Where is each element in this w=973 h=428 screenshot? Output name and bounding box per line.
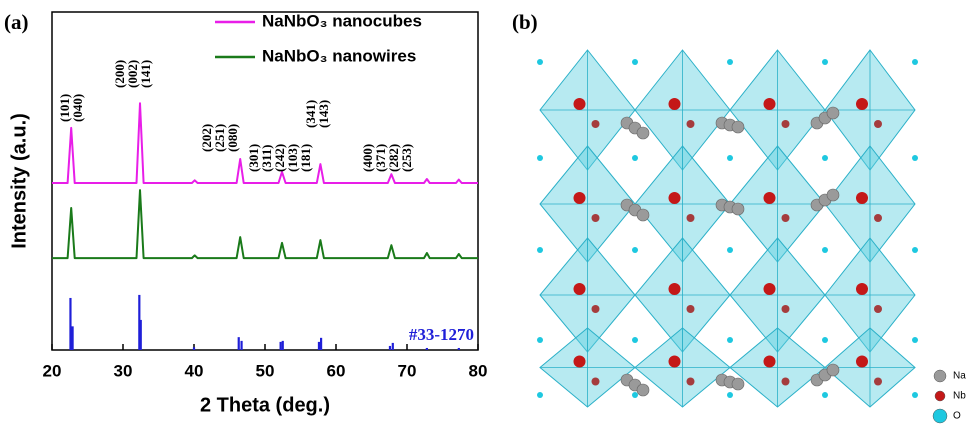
o-atom xyxy=(537,337,543,343)
o-atom xyxy=(537,155,543,161)
nb-atom xyxy=(669,283,681,295)
na-atom xyxy=(732,121,744,133)
na-atom xyxy=(732,203,744,215)
x-axis-title: 2 Theta (deg.) xyxy=(200,394,330,416)
o-atom xyxy=(537,247,543,253)
o-atom xyxy=(727,247,733,253)
peak-label: (141) xyxy=(138,60,153,88)
nb-atom xyxy=(874,378,882,386)
nb-atom xyxy=(574,192,586,204)
legend-atom xyxy=(935,391,945,401)
o-atom xyxy=(632,392,638,398)
legend-label: NaNbO₃ nanocubes xyxy=(262,11,422,30)
x-tick-label: 70 xyxy=(398,361,417,380)
nb-atom xyxy=(764,356,776,368)
o-atom xyxy=(912,247,918,253)
na-atom xyxy=(732,378,744,390)
x-tick-label: 80 xyxy=(469,361,488,380)
legend-label: Na xyxy=(953,371,966,382)
o-atom xyxy=(727,59,733,65)
nb-atom xyxy=(856,192,868,204)
o-atom xyxy=(537,59,543,65)
nb-atom xyxy=(874,214,882,222)
o-atom xyxy=(632,59,638,65)
peak-label: (040) xyxy=(70,94,85,122)
o-atom xyxy=(912,392,918,398)
reference-label: #33-1270 xyxy=(409,325,474,344)
nb-atom xyxy=(782,378,790,386)
na-atom xyxy=(637,209,649,221)
legend-label: O xyxy=(953,411,961,422)
nb-atom xyxy=(592,378,600,386)
panel-label: (a) xyxy=(4,10,29,34)
nb-atom xyxy=(592,305,600,313)
o-atom xyxy=(632,155,638,161)
nb-atom xyxy=(592,120,600,128)
o-atom xyxy=(822,155,828,161)
na-atom xyxy=(637,127,649,139)
nb-atom xyxy=(856,283,868,295)
nb-atom xyxy=(687,214,695,222)
o-atom xyxy=(822,337,828,343)
legend-label: NaNbO₃ nanowires xyxy=(262,46,416,65)
legend-atom xyxy=(933,409,947,423)
o-atom xyxy=(727,155,733,161)
nb-atom xyxy=(592,214,600,222)
nb-atom xyxy=(687,305,695,313)
nb-atom xyxy=(764,283,776,295)
nb-atom xyxy=(856,356,868,368)
o-atom xyxy=(632,337,638,343)
legend-atom xyxy=(934,370,946,382)
na-atom xyxy=(637,384,649,396)
nb-atom xyxy=(782,305,790,313)
nb-atom xyxy=(669,356,681,368)
nb-atom xyxy=(687,120,695,128)
nb-atom xyxy=(764,192,776,204)
figure: (a) (b) 2 Theta (deg.) Intensity (a.u.) … xyxy=(0,0,973,428)
o-atom xyxy=(727,392,733,398)
nb-atom xyxy=(856,98,868,110)
o-atom xyxy=(912,337,918,343)
nb-atom xyxy=(574,283,586,295)
peak-label: (143) xyxy=(316,100,331,128)
x-tick-label: 20 xyxy=(43,361,62,380)
x-tick-label: 60 xyxy=(327,361,346,380)
peak-label: (253) xyxy=(399,144,414,172)
x-tick-label: 50 xyxy=(256,361,275,380)
x-tick-label: 40 xyxy=(185,361,204,380)
peak-label: (080) xyxy=(225,124,240,152)
nb-atom xyxy=(874,120,882,128)
data-line xyxy=(52,190,478,258)
na-atom xyxy=(827,364,839,376)
nb-atom xyxy=(574,356,586,368)
o-atom xyxy=(912,59,918,65)
nb-atom xyxy=(782,120,790,128)
na-atom xyxy=(827,189,839,201)
legend-label: Nb xyxy=(953,391,966,402)
o-atom xyxy=(537,392,543,398)
o-atom xyxy=(822,59,828,65)
o-atom xyxy=(912,155,918,161)
nb-atom xyxy=(764,98,776,110)
nb-atom xyxy=(687,378,695,386)
nb-atom xyxy=(874,305,882,313)
y-axis-title: Intensity (a.u.) xyxy=(8,113,30,249)
o-atom xyxy=(632,247,638,253)
panel-label: (b) xyxy=(512,10,538,34)
o-atom xyxy=(822,247,828,253)
nb-atom xyxy=(574,98,586,110)
nb-atom xyxy=(782,214,790,222)
o-atom xyxy=(822,392,828,398)
peak-label: (181) xyxy=(298,144,313,172)
o-atom xyxy=(727,337,733,343)
x-tick-label: 30 xyxy=(114,361,133,380)
nb-atom xyxy=(669,98,681,110)
na-atom xyxy=(827,107,839,119)
nb-atom xyxy=(669,192,681,204)
crystal-structure xyxy=(537,50,918,407)
